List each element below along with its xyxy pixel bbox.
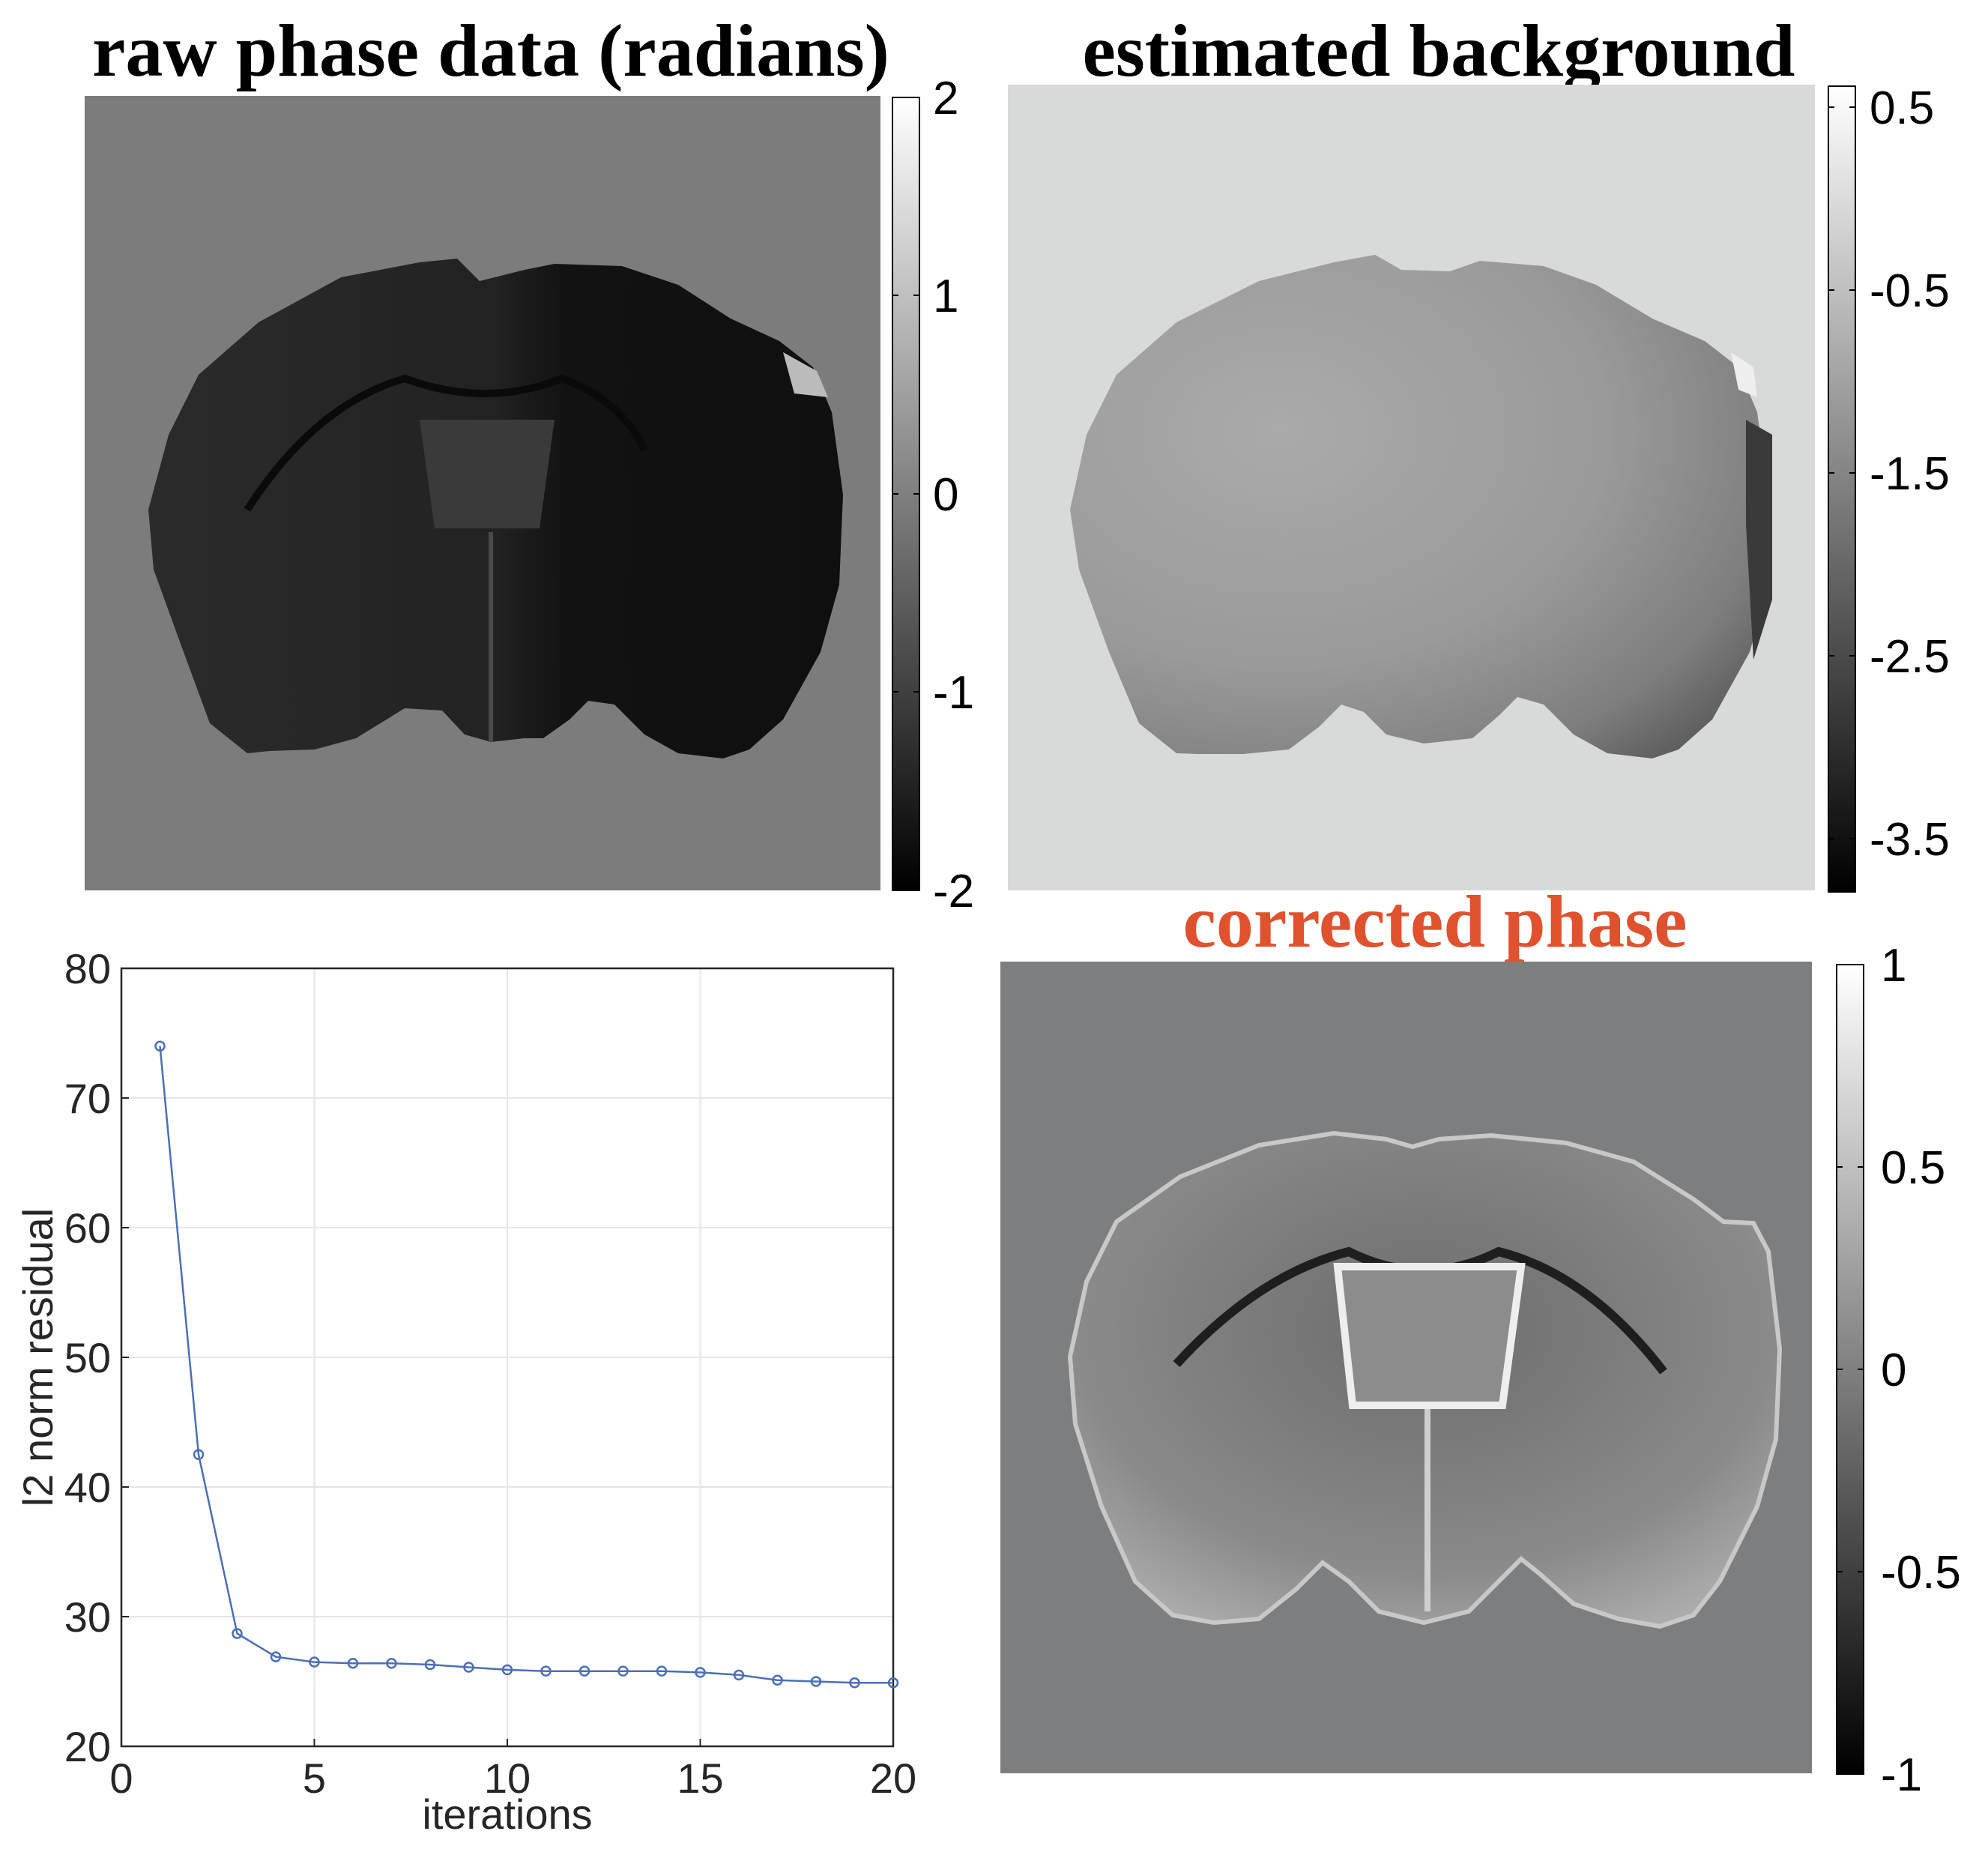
corrected-panel: 1 0.5 0 -0.5 -1 <box>1000 940 1961 1801</box>
data-point <box>154 1040 166 1052</box>
corrected-cb-tick-label: -0.5 <box>1881 1547 1961 1599</box>
y-tick-label: 50 <box>64 1334 111 1381</box>
raw-cb-tick-label: -1 <box>933 667 974 719</box>
data-point <box>733 1669 745 1681</box>
data-point <box>772 1674 783 1686</box>
data-point <box>193 1449 205 1460</box>
raw-phase-panel: 2 1 0 -1 -2 <box>85 73 974 917</box>
data-point <box>463 1662 474 1673</box>
background-cb-tick-label: -1.5 <box>1870 448 1950 500</box>
background-bright-edge <box>1731 352 1757 397</box>
background-dark-edge <box>1746 420 1772 660</box>
series-markers <box>154 1040 899 1689</box>
x-tick-label: 10 <box>484 1755 531 1802</box>
data-point <box>270 1651 282 1662</box>
raw-phase-title: raw phase data (radians) <box>92 9 889 92</box>
corrected-center-structure <box>1333 1263 1526 1409</box>
estimated-background-title: estimated background <box>1082 9 1795 92</box>
background-cb-tick-label: -0.5 <box>1870 265 1950 317</box>
raw-corpus-callosum <box>244 374 648 512</box>
data-point <box>656 1665 668 1677</box>
series-line <box>159 1046 893 1684</box>
raw-center-structure <box>420 420 555 528</box>
corrected-phase-title: corrected phase <box>1182 880 1688 963</box>
x-axis-label: iterations <box>422 1791 592 1838</box>
y-tick-label: 30 <box>64 1593 111 1641</box>
corrected-cb-tick-label: 0.5 <box>1881 1142 1945 1194</box>
background-brain-slice <box>1070 255 1768 758</box>
corrected-colorbar-ticks <box>1837 964 1864 1775</box>
background-cb-tick-label: 0.5 <box>1870 82 1934 134</box>
plot-ticks: 0 5 10 15 20 20 30 40 50 60 70 80 <box>64 945 916 1802</box>
background-panel: 0.5 -0.5 -1.5 -2.5 -3.5 <box>1008 82 1950 893</box>
corrected-cb-tick-label: 1 <box>1881 940 1906 992</box>
data-point <box>501 1664 513 1676</box>
raw-cb-tick-label: 1 <box>933 271 958 322</box>
x-tick-label: 15 <box>677 1755 723 1802</box>
x-tick-label: 5 <box>303 1755 326 1802</box>
y-tick-label: 20 <box>64 1723 111 1770</box>
data-point <box>309 1656 320 1668</box>
residual-plot: 0 5 10 15 20 20 30 40 50 60 70 80 iterations l2 nor… <box>14 945 916 1838</box>
data-point <box>232 1628 243 1639</box>
raw-cb-tick-label: 0 <box>933 469 958 521</box>
x-tick-label: 0 <box>109 1755 133 1802</box>
background-colorbar <box>1828 85 1856 893</box>
x-tick-label: 20 <box>870 1755 916 1802</box>
y-tick-label: 60 <box>64 1204 111 1252</box>
data-point <box>540 1665 552 1677</box>
data-point <box>695 1667 706 1678</box>
y-tick-label: 40 <box>64 1464 111 1511</box>
y-tick-label: 70 <box>64 1075 111 1122</box>
data-point <box>810 1676 822 1687</box>
raw-colorbar-ticks <box>892 97 919 891</box>
raw-cb-tick-label: -2 <box>933 866 974 917</box>
data-point <box>386 1658 397 1669</box>
raw-bright-edge <box>783 352 828 397</box>
data-point <box>887 1677 899 1689</box>
corrected-cb-tick-label: 0 <box>1881 1345 1906 1396</box>
raw-cb-tick-label: 2 <box>933 73 958 124</box>
y-tick-label: 80 <box>64 945 111 992</box>
background-cb-tick-label: -2.5 <box>1870 631 1950 683</box>
data-point <box>849 1677 860 1689</box>
background-cb-tick-label: -3.5 <box>1870 814 1950 866</box>
y-axis-label: l2 norm residual <box>14 1208 61 1506</box>
data-point <box>578 1665 590 1677</box>
corrected-cb-tick-label: -1 <box>1881 1749 1922 1801</box>
background-colorbar-ticks <box>1828 106 1855 839</box>
data-point <box>347 1658 359 1669</box>
data-point <box>617 1665 629 1677</box>
data-point <box>424 1659 436 1671</box>
